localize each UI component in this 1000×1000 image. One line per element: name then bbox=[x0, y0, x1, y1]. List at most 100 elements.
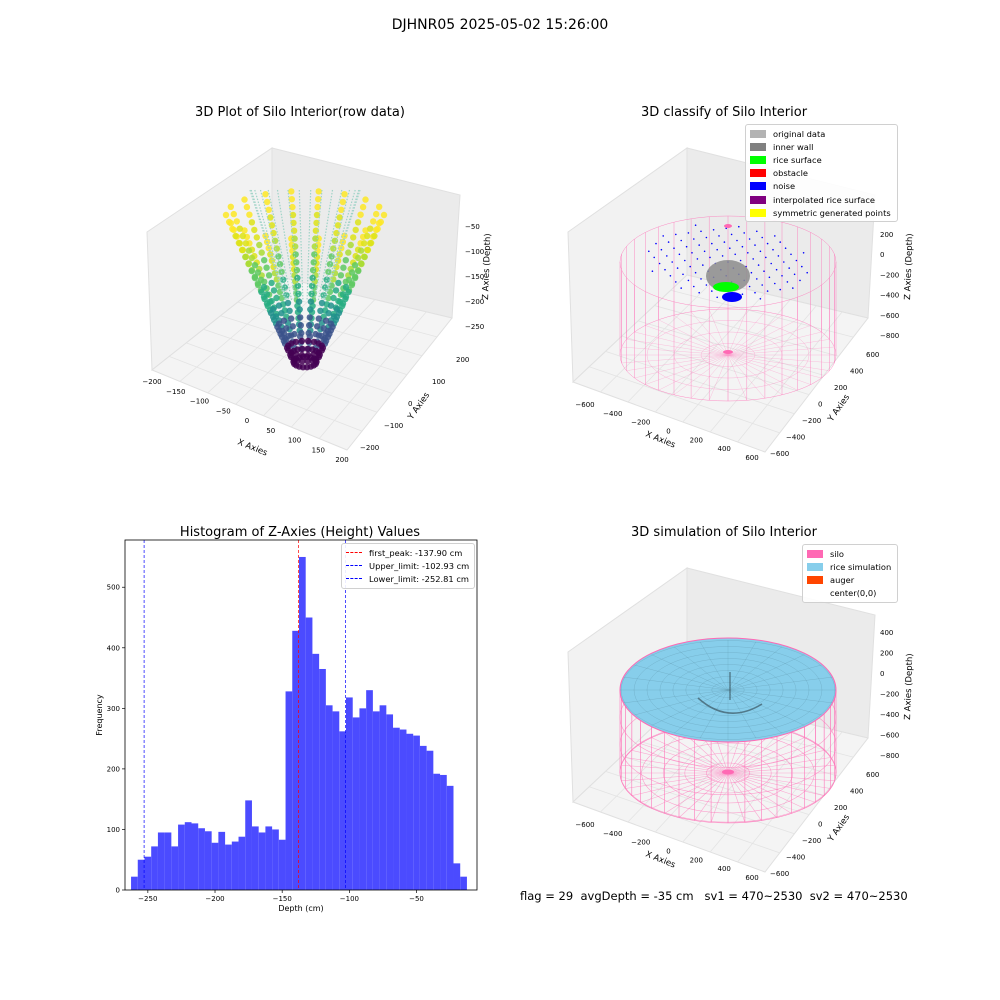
raw-data-point bbox=[351, 262, 359, 269]
raw-data-point bbox=[243, 203, 251, 211]
raw-data-point bbox=[364, 246, 372, 254]
raw-data-point bbox=[361, 253, 368, 261]
noise-point bbox=[739, 259, 742, 262]
simulation-z-tick-label: 400 bbox=[880, 629, 893, 637]
simulation-z-tick-label: −800 bbox=[880, 752, 899, 760]
histogram-bar bbox=[393, 727, 400, 890]
noise-point bbox=[761, 284, 763, 286]
raw-data-point bbox=[291, 330, 298, 338]
raw-data-point bbox=[278, 310, 285, 317]
raw-data-point bbox=[254, 281, 262, 289]
histogram-title: Histogram of Z-Axies (Height) Values bbox=[180, 525, 420, 540]
histogram-legend-item: Upper_limit: -102.93 cm bbox=[346, 559, 470, 572]
raw-data-point bbox=[326, 261, 334, 268]
raw-data-point bbox=[269, 305, 277, 313]
raw-z-tick-label: −150 bbox=[465, 273, 484, 281]
raw-data-strand bbox=[250, 189, 286, 301]
raw-data-point bbox=[367, 225, 374, 232]
raw-data-title: 3D Plot of Silo Interior(row data) bbox=[195, 105, 405, 120]
histogram-bar bbox=[419, 745, 427, 890]
histogram-bar bbox=[298, 556, 306, 890]
histogram-bar bbox=[245, 800, 252, 890]
histogram-bar bbox=[238, 836, 246, 890]
simulation-legend: silo rice simulation auger center(0,0) bbox=[802, 544, 898, 603]
noise-point bbox=[691, 252, 693, 254]
raw-data-point bbox=[226, 218, 233, 226]
raw-data-point bbox=[258, 249, 265, 256]
raw-data-point bbox=[315, 188, 322, 195]
histogram-bar bbox=[460, 876, 467, 890]
noise-point bbox=[671, 261, 673, 263]
raw-data-point bbox=[273, 276, 280, 283]
noise-cluster bbox=[722, 292, 742, 302]
raw-data-point bbox=[294, 346, 301, 353]
raw-data-point bbox=[253, 234, 260, 241]
raw-data-point bbox=[374, 225, 381, 233]
noise-point bbox=[689, 265, 691, 268]
raw-data-point bbox=[293, 266, 301, 274]
raw-data-point bbox=[280, 276, 287, 283]
raw-data-strand bbox=[324, 189, 361, 301]
histogram-y-tick-label: 100 bbox=[107, 826, 120, 834]
simulation-y-tick-label: 0 bbox=[818, 821, 822, 829]
raw-data-point bbox=[307, 298, 315, 305]
noise-point bbox=[653, 256, 655, 259]
noise-point bbox=[792, 287, 794, 289]
classify-y-tick-label: 200 bbox=[834, 384, 847, 392]
simulation-ylabel: Y Axies bbox=[826, 812, 853, 844]
raw-data-point bbox=[328, 282, 335, 289]
raw-data-point bbox=[310, 259, 317, 266]
raw-data-point bbox=[322, 317, 330, 324]
histogram-x-tick-label: −50 bbox=[409, 895, 424, 903]
raw-data-point bbox=[323, 276, 330, 283]
raw-data-point bbox=[268, 279, 275, 287]
histogram-ylabel: Frequency bbox=[95, 694, 104, 736]
simulation-y-tick-label: −400 bbox=[786, 854, 805, 862]
raw-data-point bbox=[296, 306, 303, 313]
raw-data-point bbox=[357, 247, 365, 254]
raw-data-point bbox=[292, 251, 299, 258]
raw-data-point bbox=[336, 214, 343, 221]
simulation-legend-item: center(0,0) bbox=[807, 587, 893, 600]
raw-x-tick-label: 200 bbox=[335, 456, 348, 464]
legend-label: silo bbox=[830, 548, 845, 559]
raw-data-point bbox=[298, 337, 306, 345]
raw-data-point bbox=[293, 259, 300, 266]
noise-point bbox=[748, 238, 751, 240]
noise-point bbox=[712, 229, 715, 231]
classify-legend-item: symmetric generated points bbox=[750, 206, 893, 219]
classify-x-tick-label: 0 bbox=[666, 428, 670, 436]
noise-point bbox=[768, 276, 771, 279]
raw-data-point bbox=[312, 330, 319, 338]
histogram-bar bbox=[164, 832, 172, 890]
raw-data-point bbox=[261, 257, 268, 264]
noise-point bbox=[682, 273, 684, 276]
raw-data-point bbox=[288, 315, 295, 322]
noise-point bbox=[669, 275, 672, 277]
raw-data-point bbox=[371, 232, 378, 240]
raw-data-point bbox=[308, 290, 315, 297]
raw-data-point bbox=[358, 260, 365, 268]
noise-point bbox=[651, 270, 654, 273]
raw-data-point bbox=[248, 219, 256, 226]
histogram-bar bbox=[157, 832, 165, 890]
legend-label: first_peak: -137.90 cm bbox=[369, 547, 463, 558]
raw-data-point bbox=[238, 246, 246, 254]
raw-data-point bbox=[330, 294, 337, 302]
histogram-legend-item: Lower_limit: -252.81 cm bbox=[346, 572, 470, 585]
raw-data-strand bbox=[322, 189, 356, 301]
noise-point bbox=[754, 291, 756, 294]
noise-point bbox=[693, 285, 695, 288]
raw-data-point bbox=[286, 307, 293, 314]
histogram-y-tick-label: 500 bbox=[107, 584, 120, 592]
simulation-z-tick-label: 200 bbox=[880, 650, 893, 658]
raw-data-point bbox=[357, 211, 364, 218]
simulation-x-tick-label: 400 bbox=[718, 865, 731, 873]
raw-data-point bbox=[348, 281, 356, 289]
raw-data-point bbox=[377, 218, 384, 226]
histogram-bar bbox=[137, 859, 145, 890]
legend-swatch bbox=[807, 549, 823, 558]
histogram-bar bbox=[211, 842, 219, 890]
raw-data-point bbox=[311, 251, 318, 258]
histogram-bar bbox=[440, 774, 447, 890]
